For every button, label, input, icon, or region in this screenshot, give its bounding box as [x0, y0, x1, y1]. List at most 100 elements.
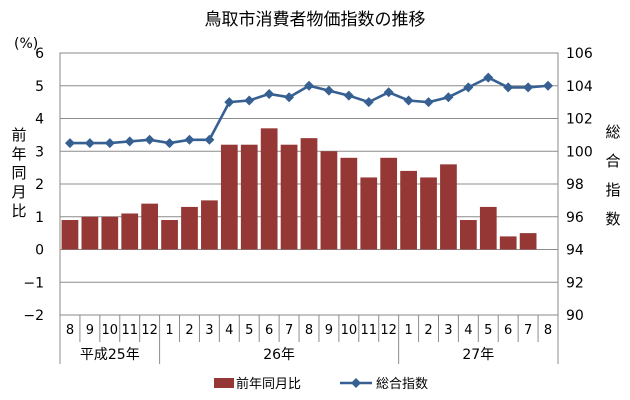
right-tick-label: 106	[566, 46, 593, 62]
left-tick-label: 3	[35, 144, 44, 160]
line-marker	[64, 138, 75, 149]
bar	[101, 216, 119, 250]
line-marker	[503, 82, 514, 93]
left-tick-label: 5	[35, 79, 44, 95]
right-axis-label-char: 合	[605, 152, 620, 170]
category-label: 3	[444, 323, 452, 338]
category-label: 4	[225, 323, 233, 338]
bar	[121, 213, 139, 250]
bar	[499, 236, 517, 250]
line-marker	[244, 95, 255, 106]
category-label: 11	[360, 323, 377, 338]
bar	[440, 164, 457, 250]
line-marker	[363, 97, 374, 108]
line-marker	[443, 92, 454, 103]
legend-line-label: 総合指数	[376, 377, 428, 392]
right-tick-label: 100	[566, 144, 593, 160]
legend: 前年同月比 総合指数	[214, 376, 428, 392]
bar	[519, 233, 537, 250]
left-tick-label: 1	[35, 210, 44, 226]
category-label: 11	[121, 323, 138, 338]
line-marker	[184, 134, 195, 145]
category-label: 3	[205, 323, 213, 338]
year-group-label: 平成25年	[80, 347, 140, 363]
line-marker	[144, 134, 155, 145]
category-label: 2	[185, 323, 193, 338]
line-marker	[304, 80, 314, 91]
right-tick-label: 94	[566, 243, 584, 259]
left-axis-label: 前年同月比	[11, 126, 26, 220]
line-marker	[343, 90, 354, 101]
line-marker	[124, 136, 135, 147]
line-marker	[383, 87, 394, 98]
category-label: 9	[325, 323, 333, 338]
left-axis-label-char: 月	[11, 183, 26, 201]
legend-line-marker	[351, 378, 361, 388]
category-label: 12	[141, 323, 158, 338]
category-label: 5	[245, 323, 253, 338]
left-axis-label-char: 比	[11, 202, 26, 220]
bar	[280, 144, 298, 250]
right-tick-label: 90	[566, 308, 584, 324]
left-axis-unit: (%)	[14, 36, 38, 52]
left-tick-label: 6	[35, 46, 44, 62]
left-tick-label: 0	[35, 243, 44, 259]
left-tick-label: −1	[23, 275, 44, 291]
line-marker	[84, 138, 95, 149]
bar	[300, 138, 318, 250]
left-axis-label-char: 年	[11, 145, 26, 163]
line-marker	[523, 82, 534, 93]
category-label: 4	[464, 323, 472, 338]
bar	[400, 170, 417, 250]
line-marker	[204, 134, 215, 145]
line-marker	[423, 97, 434, 108]
right-tick-label: 102	[566, 112, 593, 128]
line-marker	[463, 82, 474, 93]
right-axis-label-char: 総	[605, 123, 620, 141]
left-axis-label-char: 同	[11, 164, 26, 182]
bar	[260, 128, 278, 250]
line-marker	[323, 85, 334, 96]
legend-bar-label: 前年同月比	[236, 376, 301, 392]
bar	[141, 203, 159, 250]
left-tick-label: −2	[23, 308, 44, 324]
category-label: 1	[404, 323, 412, 338]
bar	[360, 177, 378, 250]
bar	[161, 220, 178, 250]
category-label: 12	[380, 323, 397, 338]
line-series	[64, 72, 554, 149]
category-label: 9	[86, 323, 94, 338]
right-axis-label-char: 数	[605, 210, 620, 228]
bar	[181, 206, 198, 250]
bar	[320, 151, 338, 250]
bar	[240, 144, 258, 250]
bar-series	[61, 128, 537, 250]
year-group-label: 26年	[263, 347, 295, 363]
category-label: 1	[165, 323, 173, 338]
line-marker	[483, 72, 494, 83]
right-tick-label: 104	[566, 79, 593, 95]
category-label: 10	[102, 323, 119, 338]
bar	[340, 157, 358, 250]
category-label: 8	[66, 323, 74, 338]
right-axis-label-char: 指	[605, 181, 620, 199]
right-axis-label: 総合指数	[605, 123, 620, 228]
bar	[201, 200, 218, 250]
category-label: 7	[524, 323, 532, 338]
line-marker	[224, 97, 235, 108]
line-marker	[543, 80, 554, 91]
year-group-label: 27年	[462, 347, 494, 363]
category-label: 6	[504, 323, 512, 338]
category-label: 8	[305, 323, 313, 338]
bar	[81, 216, 99, 250]
line-marker	[104, 138, 115, 149]
bar	[479, 206, 497, 250]
right-axis-ticks: 106 104 102 100 98 96 94 92 90	[566, 46, 593, 324]
left-tick-label: 4	[35, 112, 44, 128]
bar	[459, 220, 477, 250]
line-marker	[264, 88, 275, 99]
category-label: 7	[285, 323, 293, 338]
category-label: 10	[341, 323, 358, 338]
